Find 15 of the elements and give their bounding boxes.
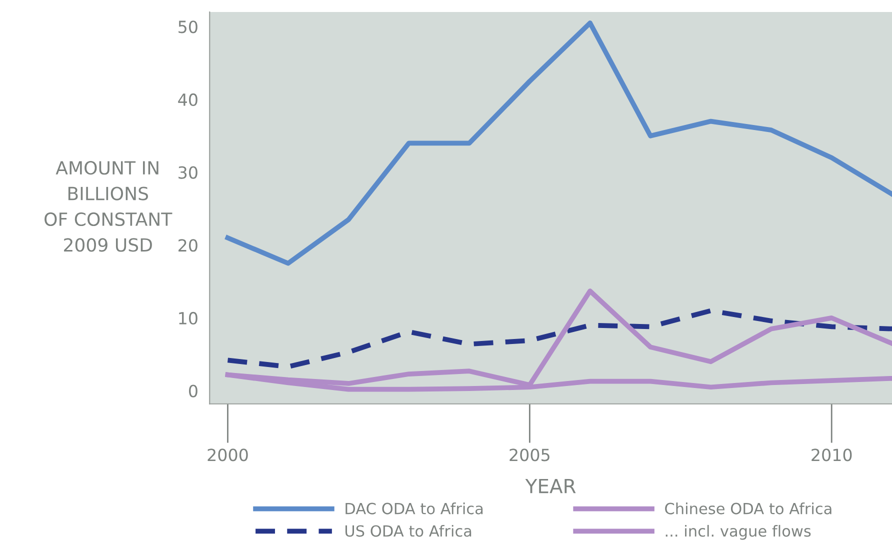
legend-label: US ODA to Africa bbox=[345, 524, 472, 537]
y-tick-label: 30 bbox=[178, 166, 198, 179]
y-tick-label: 50 bbox=[178, 20, 198, 34]
y-tick-label: 20 bbox=[178, 239, 198, 252]
x-tick-label: 2000 bbox=[208, 448, 248, 462]
y-tick-label: 0 bbox=[189, 384, 198, 398]
legend-label: ... incl. vague flows bbox=[666, 524, 811, 540]
x-tick-label: 2010 bbox=[812, 448, 852, 462]
legend-label: Chinese ODA to Africa bbox=[665, 502, 832, 514]
y-tick-label: 40 bbox=[178, 93, 198, 106]
y-axis-title: AMOUNT IN BILLIONS OF CONSTANT 2009 USD bbox=[44, 160, 172, 252]
legend-label: DAC ODA to Africa bbox=[346, 502, 483, 514]
y-tick-label: 10 bbox=[179, 312, 198, 325]
x-axis-title: YEAR bbox=[525, 478, 576, 494]
x-tick-label: 2005 bbox=[510, 448, 550, 462]
